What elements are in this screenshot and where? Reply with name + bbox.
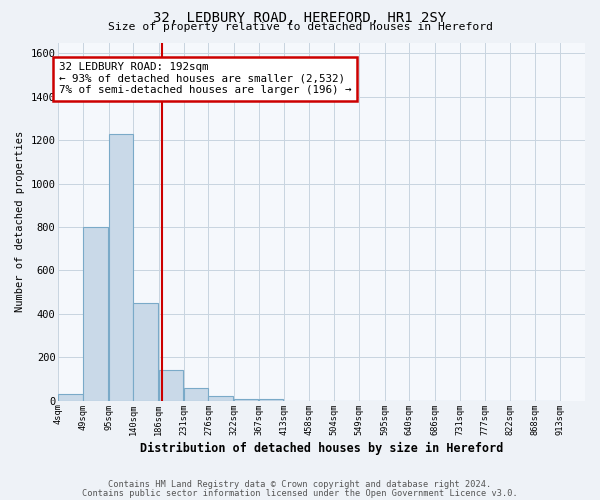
Bar — [184, 388, 208, 400]
Bar — [234, 398, 259, 400]
Bar — [58, 394, 83, 400]
Bar — [133, 303, 158, 400]
Y-axis label: Number of detached properties: Number of detached properties — [15, 131, 25, 312]
Text: Size of property relative to detached houses in Hereford: Size of property relative to detached ho… — [107, 22, 493, 32]
Bar — [83, 227, 108, 400]
Bar — [159, 370, 184, 400]
Bar — [109, 134, 133, 400]
Text: 32 LEDBURY ROAD: 192sqm
← 93% of detached houses are smaller (2,532)
7% of semi-: 32 LEDBURY ROAD: 192sqm ← 93% of detache… — [59, 62, 352, 95]
Text: Contains HM Land Registry data © Crown copyright and database right 2024.: Contains HM Land Registry data © Crown c… — [109, 480, 491, 489]
Bar — [259, 398, 283, 400]
X-axis label: Distribution of detached houses by size in Hereford: Distribution of detached houses by size … — [140, 442, 503, 455]
Bar — [208, 396, 233, 400]
Text: Contains public sector information licensed under the Open Government Licence v3: Contains public sector information licen… — [82, 488, 518, 498]
Text: 32, LEDBURY ROAD, HEREFORD, HR1 2SY: 32, LEDBURY ROAD, HEREFORD, HR1 2SY — [154, 11, 446, 25]
